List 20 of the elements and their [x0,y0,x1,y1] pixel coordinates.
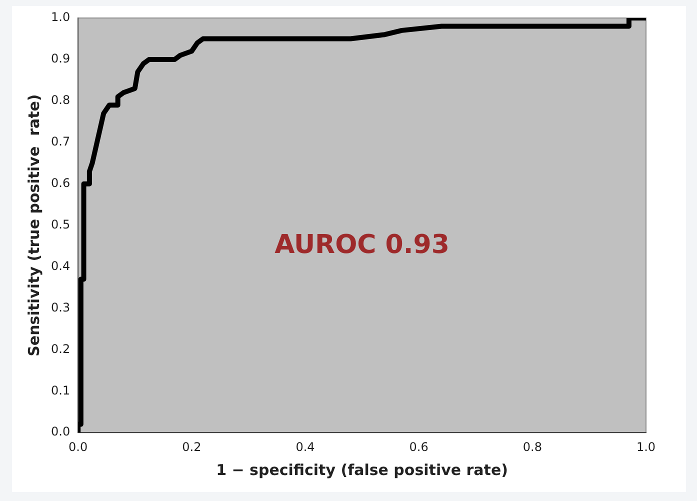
y-tick-label: 0.0 [50,424,70,439]
x-tick-label: 1.0 [636,440,656,454]
x-tick-label: 0.2 [182,440,202,454]
y-tick-label: 0.4 [50,258,70,273]
x-tick-label: 0.0 [68,440,88,454]
y-tick-label: 0.2 [50,342,70,356]
x-tick-label: 0.8 [522,440,542,454]
y-tick-label: 0.7 [50,134,70,149]
y-tick-label: 0.3 [50,300,70,314]
x-tick-label: 0.4 [296,440,315,454]
y-tick-label: 0.1 [50,383,70,398]
y-tick-label: 0.8 [50,93,70,108]
annotation: AUROC 0.93 [274,230,450,260]
x-axis-title: 1 − specificity (false positive rate) [216,460,508,479]
y-tick-label: 1.0 [50,10,70,24]
y-axis-title: Sensitivity (true positive rate) [24,94,43,356]
y-tick-label: 0.9 [50,52,70,66]
x-tick-label: 0.6 [409,440,428,454]
y-tick-label: 0.6 [50,176,70,190]
y-tick-label: 0.5 [50,217,70,232]
